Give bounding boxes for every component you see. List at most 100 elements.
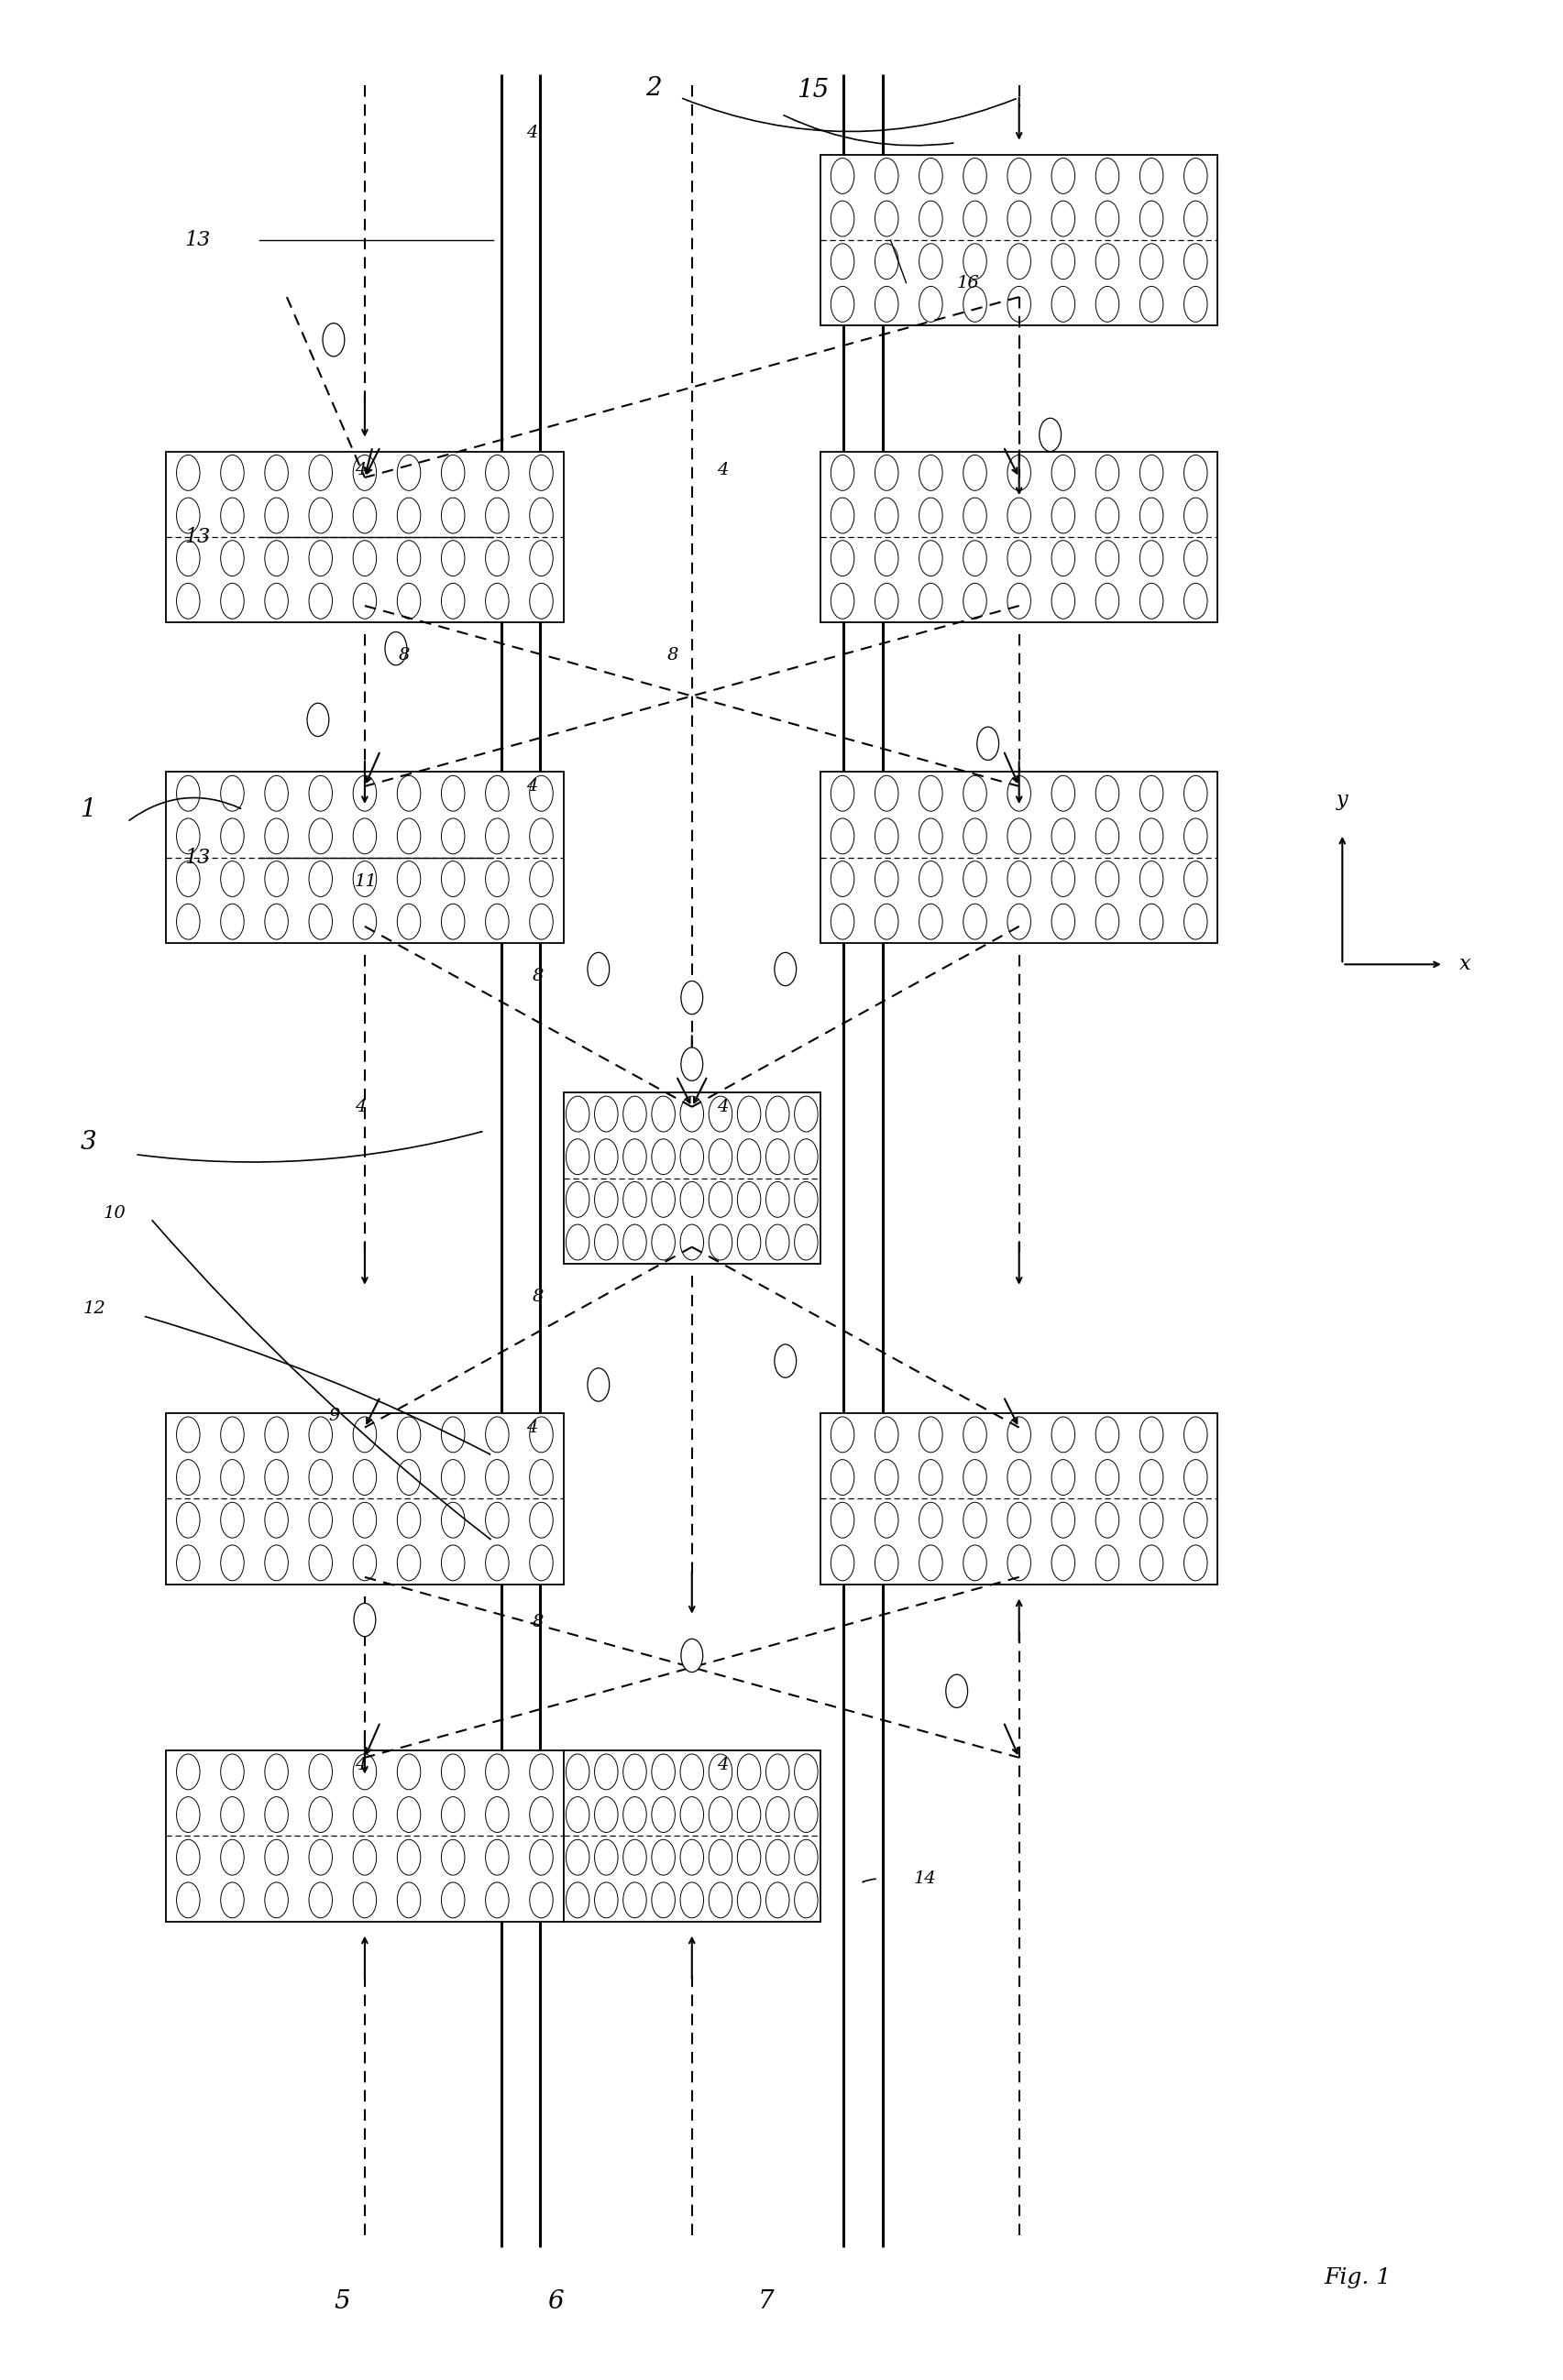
Circle shape <box>441 1502 464 1537</box>
Circle shape <box>963 157 986 193</box>
Bar <box>821 155 1218 326</box>
Circle shape <box>486 1502 510 1537</box>
Circle shape <box>1183 904 1207 940</box>
Circle shape <box>708 1883 731 1918</box>
Circle shape <box>1096 243 1119 278</box>
Circle shape <box>309 1883 333 1918</box>
Circle shape <box>486 819 510 854</box>
Circle shape <box>594 1223 617 1259</box>
Circle shape <box>1183 862 1207 897</box>
Circle shape <box>530 497 553 533</box>
Circle shape <box>441 1754 464 1790</box>
Circle shape <box>594 1183 617 1216</box>
Text: x: x <box>1460 954 1471 973</box>
Circle shape <box>177 776 200 812</box>
Circle shape <box>1096 540 1119 576</box>
Circle shape <box>264 1883 288 1918</box>
Text: 4: 4 <box>527 124 538 140</box>
Circle shape <box>264 497 288 533</box>
Text: 4: 4 <box>527 1418 538 1435</box>
Circle shape <box>441 540 464 576</box>
Text: 13: 13 <box>184 231 211 250</box>
Circle shape <box>309 862 333 897</box>
Text: 4: 4 <box>527 778 538 795</box>
Circle shape <box>530 540 553 576</box>
Circle shape <box>919 200 942 236</box>
Text: 4: 4 <box>716 1756 728 1773</box>
Circle shape <box>919 776 942 812</box>
Circle shape <box>309 497 333 533</box>
Text: 8: 8 <box>533 1288 544 1304</box>
Circle shape <box>441 904 464 940</box>
Circle shape <box>566 1840 589 1875</box>
Circle shape <box>794 1097 817 1133</box>
Bar <box>821 1414 1218 1585</box>
Circle shape <box>624 1097 647 1133</box>
Circle shape <box>441 1797 464 1833</box>
Circle shape <box>397 1545 420 1580</box>
Circle shape <box>1183 819 1207 854</box>
Circle shape <box>353 540 377 576</box>
Circle shape <box>397 904 420 940</box>
Text: 12: 12 <box>83 1299 106 1316</box>
Circle shape <box>397 1840 420 1875</box>
Circle shape <box>832 540 855 576</box>
Circle shape <box>652 1140 675 1176</box>
Circle shape <box>486 540 510 576</box>
Circle shape <box>1008 819 1030 854</box>
Circle shape <box>353 455 377 490</box>
Circle shape <box>220 1754 244 1790</box>
Circle shape <box>264 1545 288 1580</box>
Circle shape <box>220 583 244 619</box>
Circle shape <box>588 1368 610 1402</box>
Circle shape <box>680 1223 703 1259</box>
Circle shape <box>919 540 942 576</box>
Circle shape <box>441 862 464 897</box>
Text: 1: 1 <box>80 797 97 823</box>
Circle shape <box>309 1459 333 1495</box>
Circle shape <box>875 776 899 812</box>
Circle shape <box>1139 1416 1163 1452</box>
Circle shape <box>832 583 855 619</box>
Circle shape <box>794 1883 817 1918</box>
Circle shape <box>220 1840 244 1875</box>
Circle shape <box>309 1754 333 1790</box>
Circle shape <box>264 1416 288 1452</box>
Text: 10: 10 <box>103 1207 127 1221</box>
Circle shape <box>353 819 377 854</box>
Circle shape <box>177 1416 200 1452</box>
Circle shape <box>220 1502 244 1537</box>
Circle shape <box>566 1097 589 1133</box>
Circle shape <box>1052 1545 1075 1580</box>
Circle shape <box>594 1097 617 1133</box>
Circle shape <box>1008 776 1030 812</box>
Circle shape <box>680 1097 703 1133</box>
Circle shape <box>1139 862 1163 897</box>
Circle shape <box>875 286 899 321</box>
Circle shape <box>177 1754 200 1790</box>
Circle shape <box>177 1840 200 1875</box>
Circle shape <box>1052 1459 1075 1495</box>
Circle shape <box>530 1840 553 1875</box>
Circle shape <box>652 1097 675 1133</box>
Circle shape <box>794 1183 817 1216</box>
Circle shape <box>177 1797 200 1833</box>
Circle shape <box>397 583 420 619</box>
Circle shape <box>919 819 942 854</box>
Text: 6: 6 <box>547 2290 564 2313</box>
Circle shape <box>1052 819 1075 854</box>
Text: y: y <box>1336 790 1349 809</box>
Circle shape <box>652 1883 675 1918</box>
Circle shape <box>1008 904 1030 940</box>
Circle shape <box>309 1545 333 1580</box>
Circle shape <box>680 1754 703 1790</box>
Circle shape <box>264 1459 288 1495</box>
Circle shape <box>766 1754 789 1790</box>
Circle shape <box>919 1416 942 1452</box>
Circle shape <box>486 776 510 812</box>
Circle shape <box>794 1840 817 1875</box>
Circle shape <box>1008 497 1030 533</box>
Circle shape <box>963 1502 986 1537</box>
Circle shape <box>486 904 510 940</box>
Circle shape <box>177 540 200 576</box>
